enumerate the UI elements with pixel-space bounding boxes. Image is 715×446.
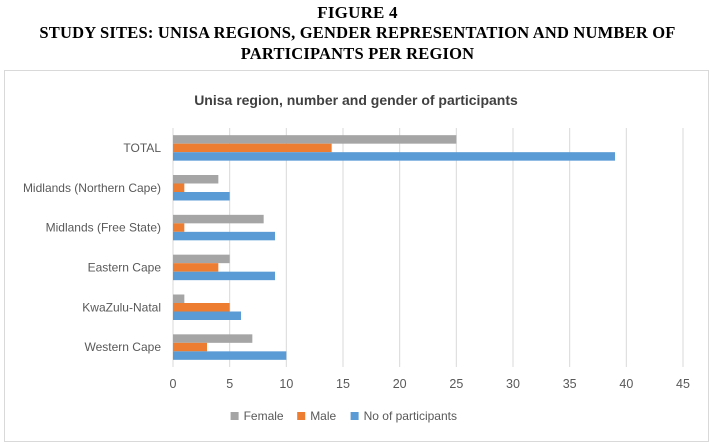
x-tick-label: 10: [279, 377, 293, 391]
x-tick-label: 20: [393, 377, 407, 391]
bar-no-of-participants: [173, 271, 275, 281]
legend-swatch: [350, 412, 359, 420]
bar-male: [173, 143, 332, 153]
bar-male: [173, 303, 230, 312]
bar-female: [173, 175, 219, 184]
bar-chart: Unisa region, number and gender of parti…: [23, 92, 690, 423]
bar-no-of-participants: [173, 231, 275, 241]
x-tick-label: 15: [336, 377, 350, 391]
x-tick-label: 5: [226, 377, 233, 391]
x-tick-label: 25: [449, 377, 463, 391]
gridlines: [172, 128, 684, 367]
bar-female: [173, 135, 457, 144]
bar-female: [173, 214, 264, 224]
x-tick-label: 45: [676, 377, 690, 391]
x-tick-label: 0: [170, 377, 177, 391]
bar-female: [173, 254, 230, 264]
y-category-label: Eastern Cape: [88, 260, 162, 274]
bar-female: [173, 334, 253, 343]
y-category-label: Midlands (Northern Cape): [23, 181, 161, 195]
y-category-label: Western Cape: [85, 340, 162, 354]
legend-label: No of participants: [364, 409, 457, 423]
bar-male: [173, 223, 185, 232]
x-tick-label: 30: [506, 377, 520, 391]
bar-no-of-participants: [173, 192, 230, 201]
legend-label: Male: [310, 409, 336, 423]
chart-frame: Unisa region, number and gender of parti…: [4, 70, 709, 442]
legend-swatch: [230, 412, 239, 420]
legend-label: Female: [244, 409, 284, 423]
y-category-label: KwaZulu-Natal: [82, 300, 161, 314]
x-tick-label: 35: [563, 377, 577, 391]
x-tick-label: 40: [619, 377, 633, 391]
bar-no-of-participants: [173, 311, 241, 320]
bar-no-of-participants: [173, 351, 287, 360]
figure-label: FIGURE 4: [317, 3, 398, 22]
y-axis-category-labels: TOTAL Midlands (Northern Cape) Midlands (F…: [23, 141, 161, 354]
y-category-label: Midlands (Free State): [46, 221, 161, 235]
bar-male: [173, 342, 207, 352]
legend-swatch: [297, 412, 306, 420]
bar-no-of-participants: [173, 152, 615, 161]
figure-caption: STUDY SITES: UNISA REGIONS, GENDER REPRE…: [39, 23, 676, 63]
bar-male: [173, 183, 185, 192]
bar-male: [173, 263, 219, 272]
bars: [173, 135, 615, 360]
x-axis-tick-labels: 0 5 10 15 20 25 30 35 40 45: [170, 377, 690, 391]
chart-title: Unisa region, number and gender of parti…: [194, 92, 518, 108]
legend: Female Male No of participants: [230, 409, 457, 423]
y-category-label: TOTAL: [123, 141, 161, 155]
bar-female: [173, 294, 185, 303]
